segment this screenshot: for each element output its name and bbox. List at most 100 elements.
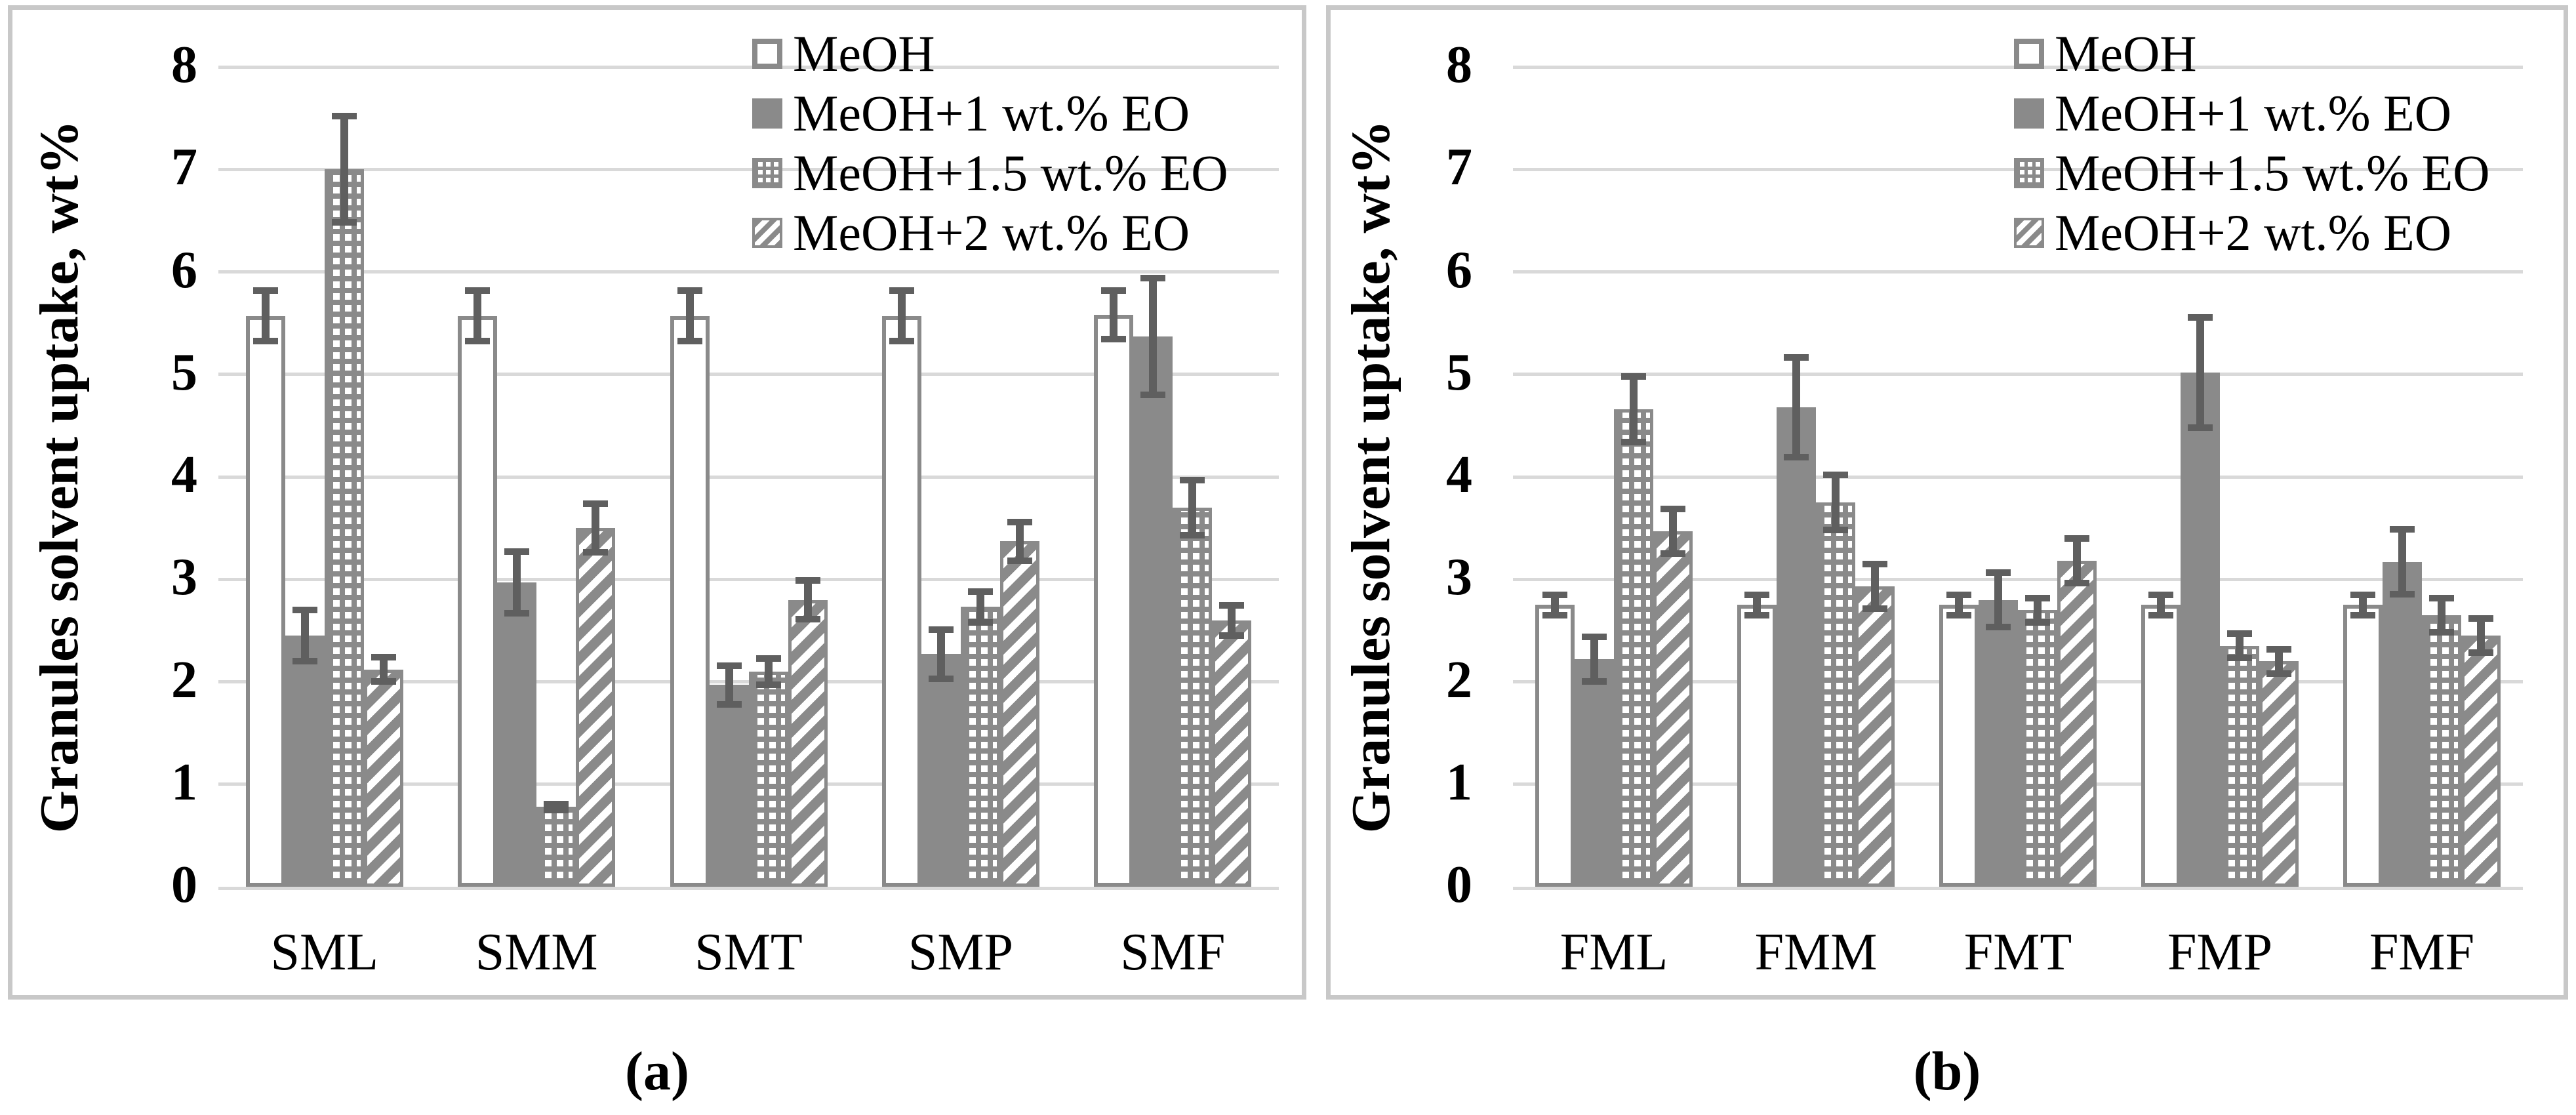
bar-FMT-MeOH+2 wt.% EO bbox=[2057, 561, 2097, 887]
legend-item-hatch: MeOH+2 wt.% EO bbox=[752, 203, 1228, 262]
error-bar-SMP-MeOH+1.5 wt.% EO bbox=[967, 588, 993, 626]
bar-SMT-MeOH bbox=[670, 315, 710, 887]
white-outline-square-icon bbox=[752, 38, 782, 69]
bar-slot bbox=[1614, 67, 1653, 887]
x-label-FMF: FMF bbox=[2369, 923, 2475, 981]
legend-label: MeOH+2 wt.% EO bbox=[793, 203, 1190, 261]
legend-label: MeOH bbox=[2055, 24, 2197, 82]
error-bar-FMT-MeOH bbox=[1946, 592, 1971, 618]
error-cap-bottom bbox=[1621, 438, 1646, 445]
bar-slot bbox=[1094, 67, 1134, 887]
bar-slot bbox=[2259, 67, 2299, 887]
error-bar-FMF-MeOH+1 wt.% EO bbox=[2390, 526, 2415, 598]
bar-slot bbox=[881, 67, 921, 887]
bar-FMF-MeOH+2 wt.% EO bbox=[2461, 636, 2501, 887]
error-bar-SMT-MeOH+2 wt.% EO bbox=[795, 577, 820, 622]
error-cap-bottom bbox=[583, 549, 609, 556]
error-bar-FMP-MeOH bbox=[2148, 592, 2173, 618]
error-bar-FMP-MeOH+1.5 wt.% EO bbox=[2227, 630, 2252, 662]
error-cap-bottom bbox=[1101, 336, 1127, 343]
error-stem bbox=[473, 289, 482, 342]
bar-group-SMM bbox=[430, 67, 642, 887]
y-tick-2: 2 bbox=[1446, 651, 1472, 709]
diagonal-hatch-square-icon bbox=[2014, 217, 2044, 248]
error-cap-bottom bbox=[967, 618, 993, 626]
error-stem bbox=[936, 629, 945, 679]
error-bar-SMM-MeOH+1.5 wt.% EO bbox=[544, 800, 569, 813]
bar-SML-MeOH+2 wt.% EO bbox=[363, 669, 403, 887]
bar-SMP-MeOH+1.5 wt.% EO bbox=[960, 607, 1000, 887]
gridline-3 bbox=[218, 577, 1279, 581]
bar-slot bbox=[2141, 67, 2181, 887]
legend-label: MeOH+1 wt.% EO bbox=[2055, 84, 2452, 142]
error-cap-bottom bbox=[1219, 632, 1245, 639]
bar-slot bbox=[748, 67, 788, 887]
legend-item-hatch: MeOH+2 wt.% EO bbox=[2014, 203, 2490, 262]
bar-group-SMT bbox=[643, 67, 855, 887]
bar-SMF-MeOH bbox=[1094, 315, 1134, 887]
bar-SML-MeOH+1.5 wt.% EO bbox=[324, 169, 364, 887]
bar-slot bbox=[960, 67, 1000, 887]
bar-slot bbox=[2018, 67, 2057, 887]
bar-slot bbox=[497, 67, 537, 887]
error-bar-FMM-MeOH bbox=[1744, 592, 1769, 618]
error-bar-FMT-MeOH+1 wt.% EO bbox=[1986, 569, 2011, 631]
error-cap-bottom bbox=[1744, 611, 1769, 618]
gridline-0 bbox=[218, 887, 1279, 890]
legend-item-outline: MeOH bbox=[2014, 24, 2490, 83]
y-tick-5: 5 bbox=[1446, 343, 1472, 401]
bar-SML-MeOH bbox=[245, 315, 285, 887]
bar-group-FMM bbox=[1715, 67, 1917, 887]
bar-FMM-MeOH bbox=[1737, 605, 1777, 887]
bar-group-SML bbox=[218, 67, 430, 887]
error-cap-bottom bbox=[331, 219, 357, 226]
white-outline-square-icon bbox=[2014, 38, 2044, 69]
bar-slot bbox=[2343, 67, 2383, 887]
bar-SMP-MeOH+2 wt.% EO bbox=[999, 541, 1039, 887]
error-bar-FMM-MeOH+1.5 wt.% EO bbox=[1823, 472, 1848, 533]
legend-label: MeOH+1.5 wt.% EO bbox=[2055, 144, 2490, 201]
error-stem bbox=[1149, 277, 1157, 395]
error-stem bbox=[1994, 571, 2002, 628]
bar-SMM-MeOH bbox=[458, 315, 498, 887]
bar-SMT-MeOH+1.5 wt.% EO bbox=[748, 671, 788, 887]
bar-groups bbox=[1513, 67, 2523, 887]
bar-slot bbox=[1212, 67, 1252, 887]
error-stem bbox=[897, 289, 906, 342]
y-tick-4: 4 bbox=[171, 445, 197, 504]
x-axis-labels: SML SMM SMT SMP SMF bbox=[218, 916, 1279, 988]
error-bar-SMM-MeOH+2 wt.% EO bbox=[583, 500, 609, 556]
bar-SML-MeOH+1 wt.% EO bbox=[285, 636, 325, 887]
x-label-SMT: SMT bbox=[694, 923, 803, 981]
bar-slot bbox=[788, 67, 828, 887]
error-cap-bottom bbox=[889, 338, 914, 345]
error-stem bbox=[379, 657, 388, 683]
error-stem bbox=[2275, 648, 2283, 674]
bar-SMT-MeOH+1 wt.% EO bbox=[709, 685, 749, 887]
bar-slot bbox=[1777, 67, 1816, 887]
y-tick-0: 0 bbox=[1446, 855, 1472, 914]
error-stem bbox=[803, 580, 812, 620]
x-label-SMM: SMM bbox=[475, 923, 598, 981]
gridline-6 bbox=[1513, 270, 2523, 274]
y-tick-7: 7 bbox=[1446, 138, 1472, 197]
y-tick-4: 4 bbox=[1446, 445, 1472, 504]
error-stem bbox=[1753, 594, 1761, 616]
bar-slot bbox=[245, 67, 285, 887]
bar-slot bbox=[458, 67, 498, 887]
y-tick-8: 8 bbox=[1446, 35, 1472, 94]
error-stem bbox=[1551, 594, 1559, 616]
bar-FMT-MeOH bbox=[1939, 605, 1979, 887]
error-stem bbox=[725, 664, 733, 705]
y-tick-7: 7 bbox=[171, 138, 197, 197]
legend-item-solid: MeOH+1 wt.% EO bbox=[752, 83, 1228, 143]
bar-SMM-MeOH+1 wt.% EO bbox=[497, 582, 537, 887]
error-bar-FMP-MeOH+2 wt.% EO bbox=[2266, 645, 2291, 677]
error-cap-bottom bbox=[1582, 678, 1607, 685]
bar-slot bbox=[285, 67, 325, 887]
error-bar-SMF-MeOH+1.5 wt.% EO bbox=[1180, 477, 1205, 538]
error-cap-bottom bbox=[1007, 557, 1032, 564]
error-bar-FMT-MeOH+1.5 wt.% EO bbox=[2025, 594, 2050, 626]
error-cap-bottom bbox=[716, 700, 742, 708]
